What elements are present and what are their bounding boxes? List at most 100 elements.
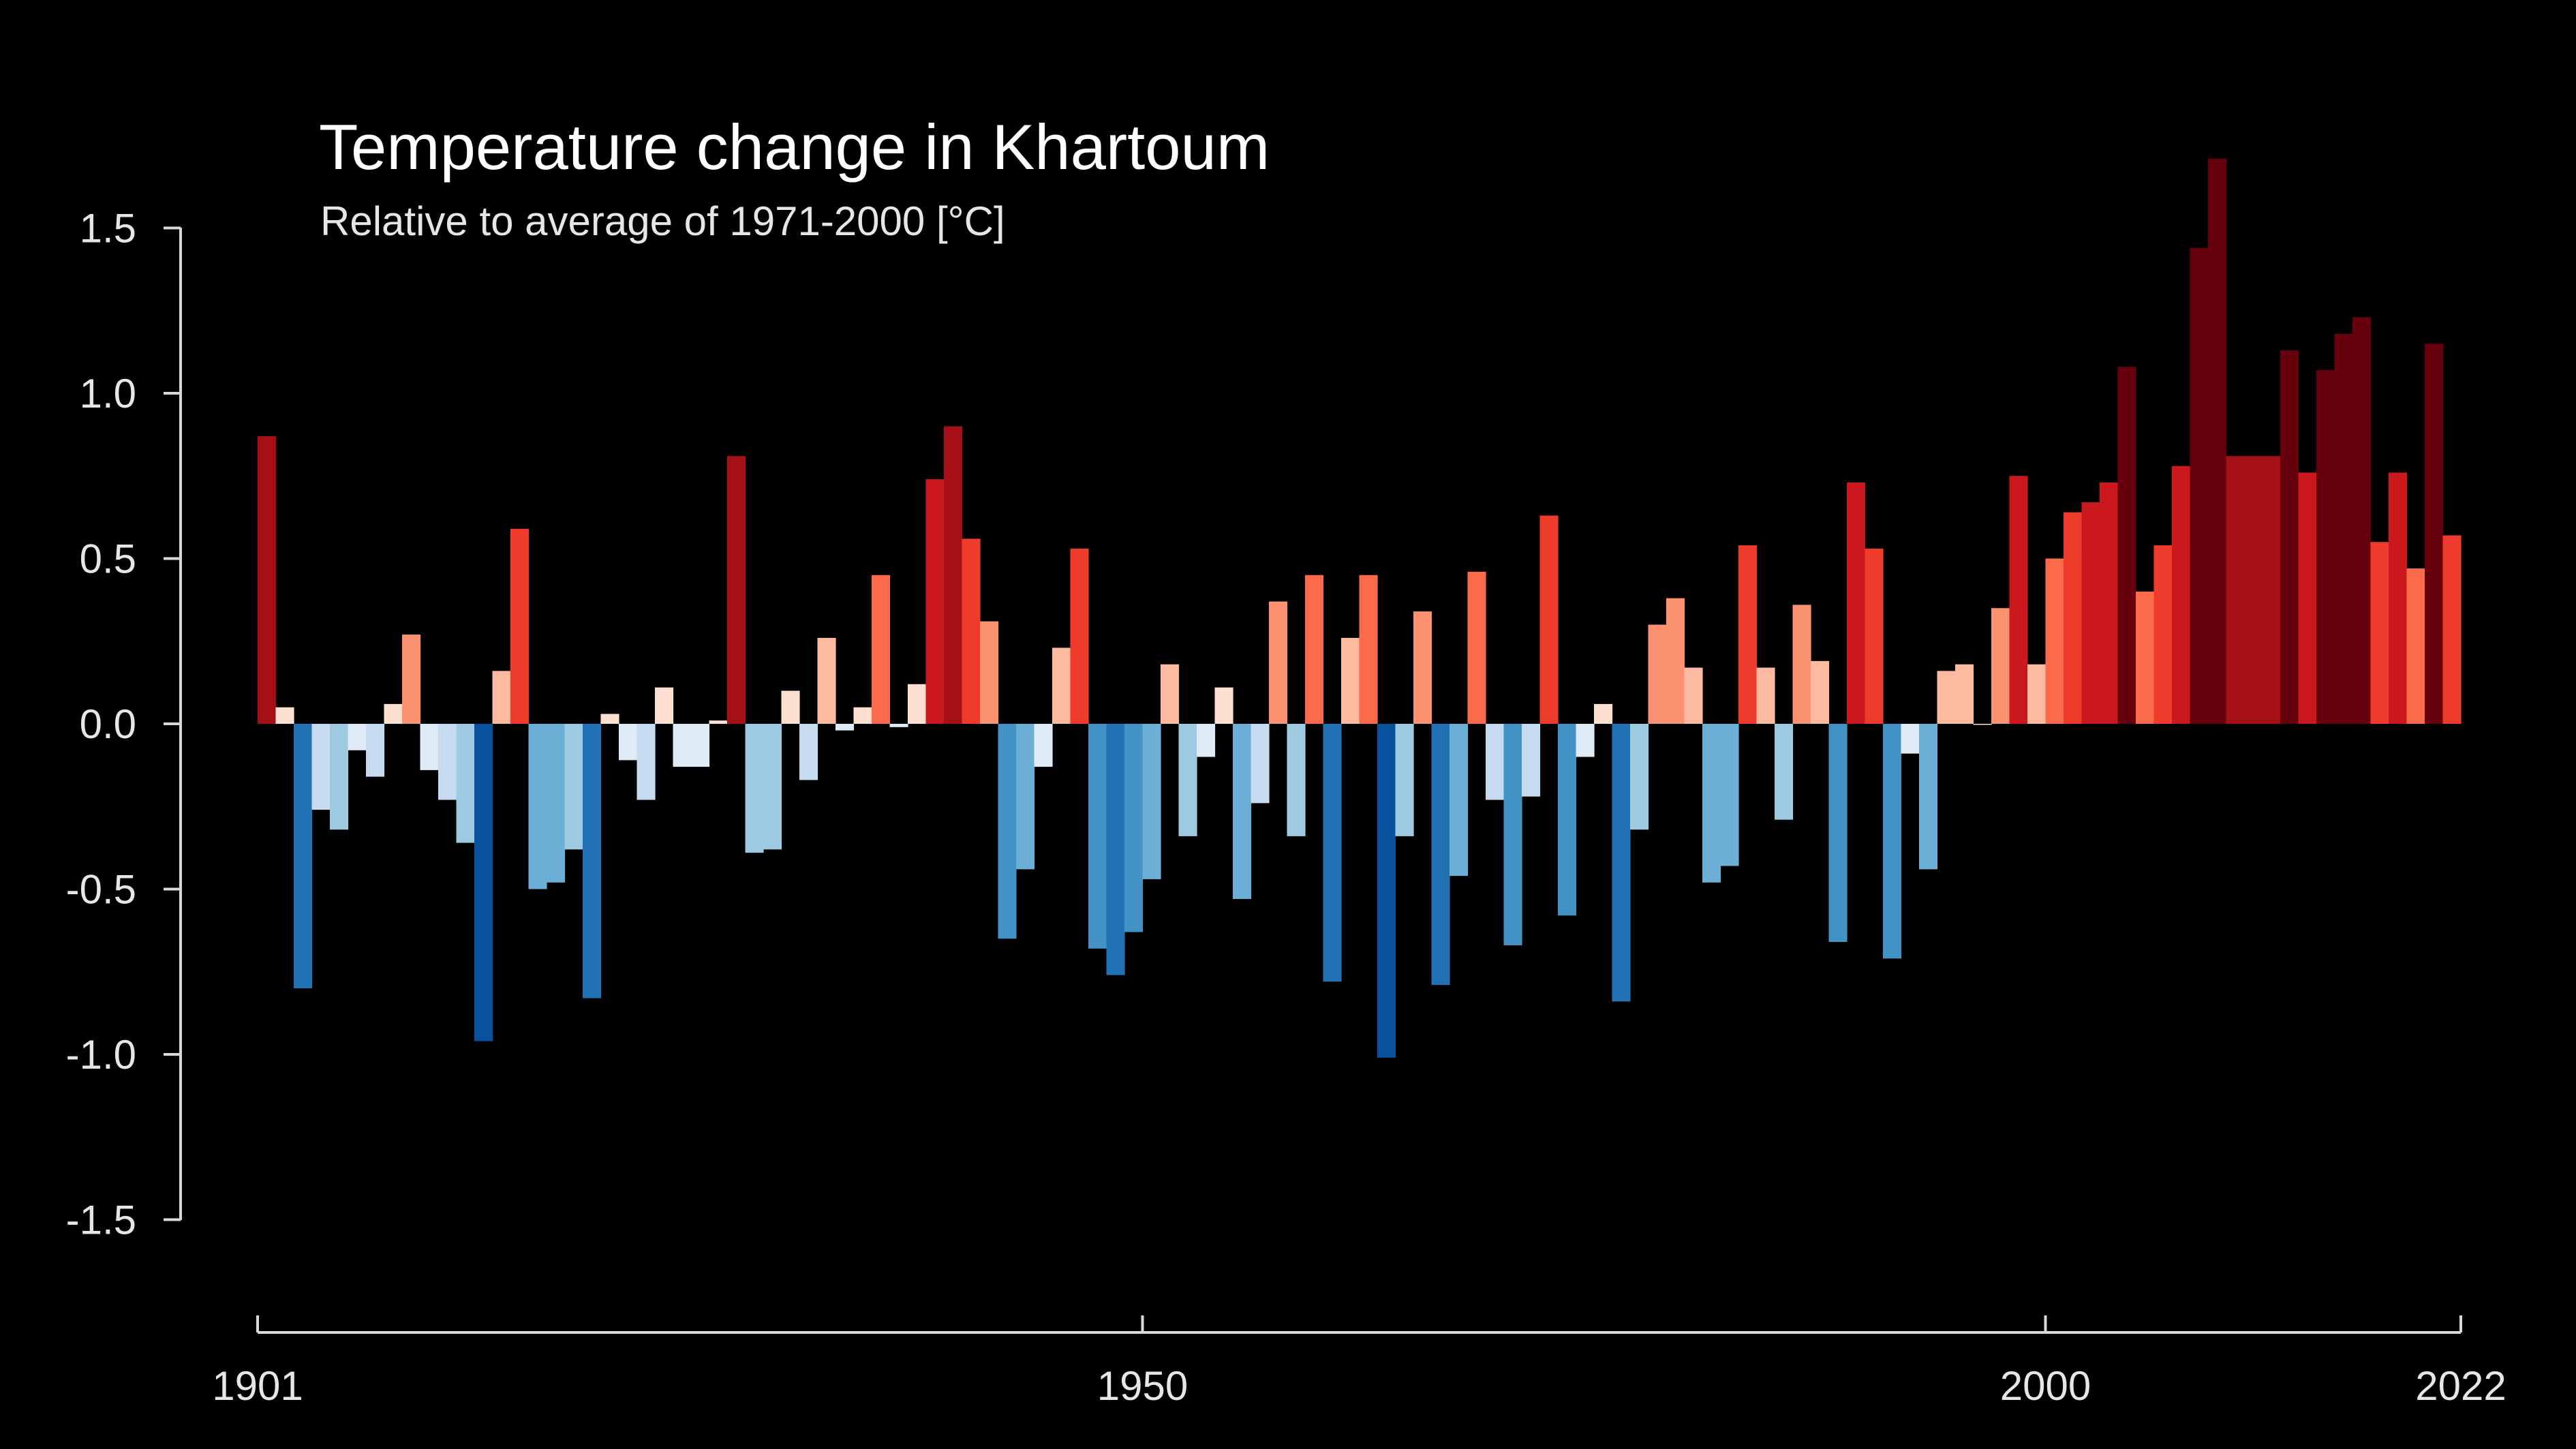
bar-2010 bbox=[2226, 456, 2245, 724]
bar-1971 bbox=[1522, 724, 1541, 797]
bar-1903 bbox=[294, 724, 313, 988]
bar-2000 bbox=[2045, 558, 2064, 724]
bar-2015 bbox=[2316, 370, 2335, 724]
bar-1949 bbox=[1124, 724, 1144, 932]
bar-1953 bbox=[1197, 724, 1216, 757]
bar-1966 bbox=[1431, 724, 1450, 986]
bar-1947 bbox=[1088, 724, 1107, 949]
bar-1923 bbox=[655, 687, 674, 724]
bar-1906 bbox=[348, 724, 367, 750]
bar-1932 bbox=[817, 637, 836, 724]
bar-1978 bbox=[1648, 624, 1667, 724]
bar-2008 bbox=[2190, 247, 2209, 724]
bar-1907 bbox=[366, 724, 385, 777]
y-tick-label: 1.5 bbox=[80, 206, 136, 251]
bar-1960 bbox=[1323, 724, 1342, 982]
y-axis: 1.5 1.0 0.5 0.0 -0.5 -1.0 -1.5 bbox=[66, 206, 182, 1243]
bar-1984 bbox=[1756, 667, 1775, 724]
bar-1991 bbox=[1883, 724, 1902, 959]
bar-1963 bbox=[1377, 724, 1396, 1058]
bar-1933 bbox=[835, 724, 855, 731]
bar-2013 bbox=[2280, 350, 2299, 724]
bar-1937 bbox=[908, 684, 927, 724]
x-tick-label: 2000 bbox=[2000, 1363, 2091, 1409]
bar-1915 bbox=[510, 528, 530, 724]
bar-1959 bbox=[1305, 575, 1324, 724]
bar-1980 bbox=[1684, 667, 1703, 724]
bar-1987 bbox=[1811, 660, 1830, 724]
x-tick-label: 1950 bbox=[1097, 1363, 1188, 1409]
bar-1988 bbox=[1828, 724, 1847, 943]
bar-1986 bbox=[1792, 605, 1811, 724]
bar-1925 bbox=[691, 724, 710, 767]
bar-2021 bbox=[2425, 344, 2444, 724]
bar-1916 bbox=[528, 724, 547, 889]
bar-1946 bbox=[1070, 548, 1089, 724]
x-axis: 1901 1950 2000 2022 bbox=[212, 1315, 2506, 1409]
y-tick-label: 0.5 bbox=[80, 536, 136, 582]
y-tick-label: -1.0 bbox=[66, 1032, 136, 1078]
bar-1982 bbox=[1720, 724, 1739, 866]
bar-1969 bbox=[1486, 724, 1505, 800]
bar-1936 bbox=[889, 724, 908, 727]
bar-1962 bbox=[1359, 575, 1378, 724]
bar-1998 bbox=[2009, 476, 2028, 724]
bar-1954 bbox=[1214, 687, 1233, 724]
bar-1919 bbox=[583, 724, 602, 998]
bar-1918 bbox=[564, 724, 583, 850]
bar-1974 bbox=[1576, 724, 1595, 757]
bar-1934 bbox=[853, 707, 872, 724]
bar-1909 bbox=[402, 635, 421, 724]
bar-1992 bbox=[1901, 724, 1920, 754]
bar-1914 bbox=[492, 671, 511, 724]
bar-1922 bbox=[637, 724, 656, 800]
bar-1935 bbox=[872, 575, 891, 724]
bar-2007 bbox=[2172, 466, 2191, 724]
x-tick-label: 2022 bbox=[2415, 1363, 2506, 1409]
bar-1927 bbox=[727, 456, 746, 724]
bar-1902 bbox=[275, 707, 294, 724]
bar-2012 bbox=[2262, 456, 2281, 724]
bar-2017 bbox=[2352, 317, 2372, 724]
bar-1973 bbox=[1558, 724, 1577, 916]
bar-1944 bbox=[1034, 724, 1053, 767]
bar-1976 bbox=[1612, 724, 1631, 1002]
bar-2018 bbox=[2370, 542, 2389, 724]
bar-1908 bbox=[384, 703, 403, 724]
bar-1957 bbox=[1269, 601, 1288, 724]
bar-1981 bbox=[1702, 724, 1721, 883]
bar-1929 bbox=[763, 724, 782, 850]
bar-1994 bbox=[1937, 671, 1956, 724]
bar-1943 bbox=[1016, 724, 1035, 870]
bar-1911 bbox=[438, 724, 457, 800]
bar-1913 bbox=[474, 724, 493, 1041]
bar-1996 bbox=[1973, 724, 1992, 725]
bar-2003 bbox=[2100, 482, 2119, 724]
bar-1951 bbox=[1161, 664, 1180, 724]
y-tick-label: -0.5 bbox=[66, 867, 136, 913]
bar-1972 bbox=[1539, 515, 1559, 724]
bar-1956 bbox=[1251, 724, 1270, 804]
bar-1958 bbox=[1287, 724, 1306, 836]
bar-1997 bbox=[1991, 608, 2010, 724]
bar-1928 bbox=[745, 724, 764, 853]
bar-1939 bbox=[944, 426, 963, 724]
chart-title: Temperature change in Khartoum bbox=[319, 111, 1270, 183]
bar-1977 bbox=[1630, 724, 1649, 830]
bar-1989 bbox=[1847, 482, 1866, 724]
bar-1964 bbox=[1395, 724, 1414, 836]
bar-1945 bbox=[1052, 647, 1071, 724]
bar-2001 bbox=[2064, 512, 2083, 724]
bar-1985 bbox=[1775, 724, 1794, 820]
chart-subtitle: Relative to average of 1971-2000 [°C] bbox=[320, 198, 1005, 244]
y-tick-label: 0.0 bbox=[80, 701, 136, 747]
bar-1970 bbox=[1503, 724, 1522, 945]
y-tick-label: -1.5 bbox=[66, 1198, 136, 1243]
bar-2011 bbox=[2244, 456, 2263, 724]
bar-1967 bbox=[1450, 724, 1469, 876]
bar-1938 bbox=[925, 479, 945, 724]
bar-1999 bbox=[2027, 664, 2046, 724]
bar-2004 bbox=[2117, 367, 2136, 724]
bar-2020 bbox=[2406, 568, 2425, 724]
